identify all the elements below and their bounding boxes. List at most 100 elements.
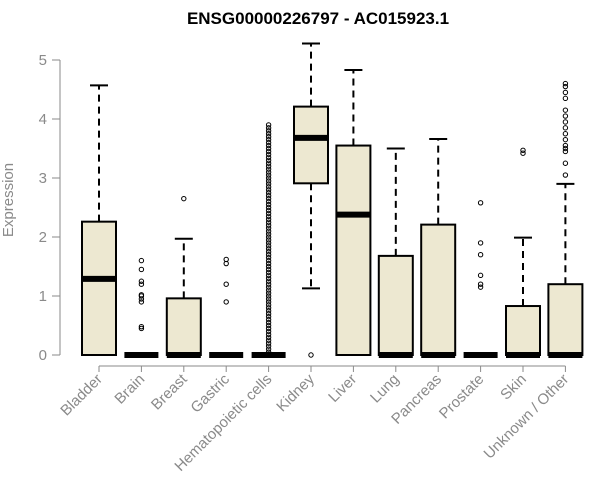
outlier-point bbox=[265, 252, 272, 258]
outlier-point bbox=[265, 228, 272, 234]
outlier-point bbox=[223, 299, 229, 305]
outlier-point bbox=[265, 136, 272, 143]
outlier-point bbox=[265, 269, 272, 276]
outlier-point bbox=[265, 184, 272, 190]
outlier-point bbox=[265, 231, 272, 237]
outlier-point bbox=[477, 200, 484, 206]
outlier-point bbox=[265, 302, 272, 308]
outlier-point bbox=[265, 172, 272, 178]
outlier-point bbox=[138, 299, 145, 305]
outlier-point bbox=[138, 266, 145, 273]
box-body bbox=[505, 305, 541, 356]
outlier-point bbox=[562, 119, 569, 125]
outlier-point bbox=[265, 266, 272, 273]
outlier-point bbox=[520, 147, 526, 153]
outlier-point bbox=[265, 287, 272, 293]
outlier-point bbox=[265, 328, 272, 335]
outlier-point bbox=[223, 256, 229, 263]
outlier-point bbox=[265, 139, 272, 146]
outlier-point bbox=[265, 246, 272, 252]
y-tick-label: 1 bbox=[39, 288, 47, 305]
outlier-point bbox=[265, 337, 272, 343]
outlier-point bbox=[265, 169, 272, 175]
y-tick-label: 2 bbox=[39, 229, 47, 246]
outlier-point bbox=[265, 257, 272, 264]
outlier-point bbox=[477, 252, 484, 258]
outlier-point bbox=[265, 145, 272, 152]
box-prostate bbox=[463, 200, 498, 358]
x-tick-label: Kidney bbox=[273, 370, 318, 415]
outlier-point bbox=[265, 290, 272, 296]
x-tick-label: Breast bbox=[148, 370, 191, 413]
box-lung bbox=[377, 147, 414, 358]
outlier-point bbox=[265, 281, 272, 287]
outlier-point bbox=[265, 311, 272, 317]
outlier-point bbox=[562, 95, 569, 102]
outlier-point bbox=[265, 225, 272, 231]
outlier-point bbox=[265, 331, 272, 338]
outlier-point bbox=[265, 278, 272, 284]
outlier-point bbox=[562, 125, 569, 131]
outlier-point bbox=[265, 216, 272, 223]
box-series bbox=[81, 42, 584, 358]
outlier-point bbox=[265, 142, 272, 149]
outlier-point bbox=[265, 305, 272, 311]
outlier-point bbox=[562, 145, 569, 152]
box-body bbox=[165, 297, 202, 356]
outlier-point bbox=[265, 313, 272, 320]
x-tick-label: Bladder bbox=[57, 371, 106, 420]
outlier-point bbox=[562, 142, 569, 149]
outlier-point bbox=[562, 83, 569, 90]
outlier-point bbox=[562, 131, 569, 137]
box-liver bbox=[335, 69, 372, 356]
outlier-point bbox=[265, 249, 272, 255]
outlier-point bbox=[138, 325, 145, 332]
outlier-point bbox=[265, 154, 272, 161]
outlier-point bbox=[265, 128, 272, 134]
outlier-point bbox=[265, 293, 272, 299]
outlier-point bbox=[265, 125, 272, 131]
outlier-point bbox=[265, 166, 272, 172]
outlier-point bbox=[265, 163, 272, 169]
box-skin bbox=[505, 147, 541, 358]
x-tick-label: Liver bbox=[325, 371, 360, 406]
outlier-point bbox=[477, 281, 484, 287]
outlier-point bbox=[265, 134, 272, 140]
box-body bbox=[420, 223, 457, 356]
y-tick-label: 5 bbox=[39, 52, 47, 69]
outlier-point bbox=[181, 195, 187, 202]
outlier-point bbox=[265, 284, 272, 290]
y-axis-label: Expression bbox=[0, 163, 17, 237]
outlier-point bbox=[138, 323, 145, 330]
outlier-point bbox=[265, 148, 272, 155]
outlier-point bbox=[138, 292, 145, 298]
outlier-point bbox=[265, 319, 272, 326]
box-hematopoietic-cells bbox=[251, 122, 286, 358]
outlier-point bbox=[265, 275, 272, 281]
outlier-point bbox=[265, 260, 272, 267]
outlier-point bbox=[265, 299, 272, 305]
outlier-point bbox=[265, 181, 272, 187]
y-tick-label: 4 bbox=[39, 111, 47, 128]
outlier-point bbox=[562, 160, 569, 166]
outlier-point bbox=[265, 334, 272, 340]
x-tick-label: Lung bbox=[367, 371, 403, 407]
outlier-point bbox=[265, 308, 272, 314]
outlier-point bbox=[265, 316, 272, 323]
outlier-point bbox=[265, 349, 272, 355]
outlier-point bbox=[265, 340, 272, 346]
outlier-point bbox=[265, 243, 272, 249]
outlier-point bbox=[308, 352, 314, 358]
outlier-point bbox=[562, 80, 569, 87]
outlier-point bbox=[265, 178, 272, 184]
outlier-point bbox=[265, 198, 272, 205]
y-tick-label: 0 bbox=[39, 347, 47, 364]
outlier-point bbox=[265, 322, 272, 329]
outlier-point bbox=[265, 195, 272, 202]
outlier-point bbox=[265, 160, 272, 166]
box-breast bbox=[165, 195, 202, 358]
outlier-point bbox=[138, 278, 145, 284]
outlier-point bbox=[562, 113, 569, 119]
outlier-point bbox=[265, 187, 272, 193]
